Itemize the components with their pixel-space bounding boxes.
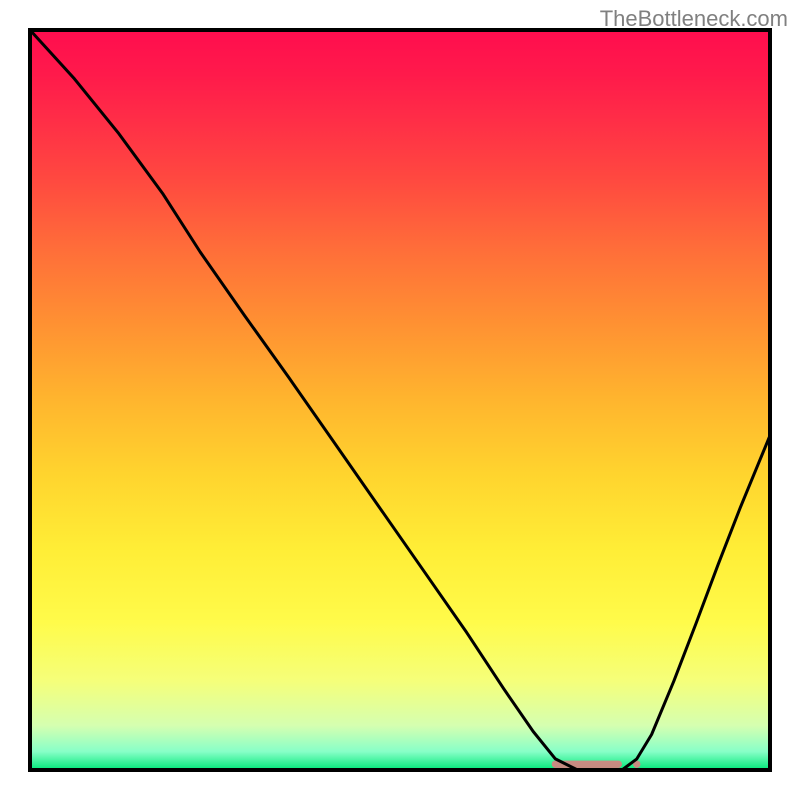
watermark-text: TheBottleneck.com — [600, 6, 788, 32]
gradient-background — [30, 30, 770, 770]
bottleneck-chart — [0, 0, 800, 800]
chart-container: TheBottleneck.com — [0, 0, 800, 800]
